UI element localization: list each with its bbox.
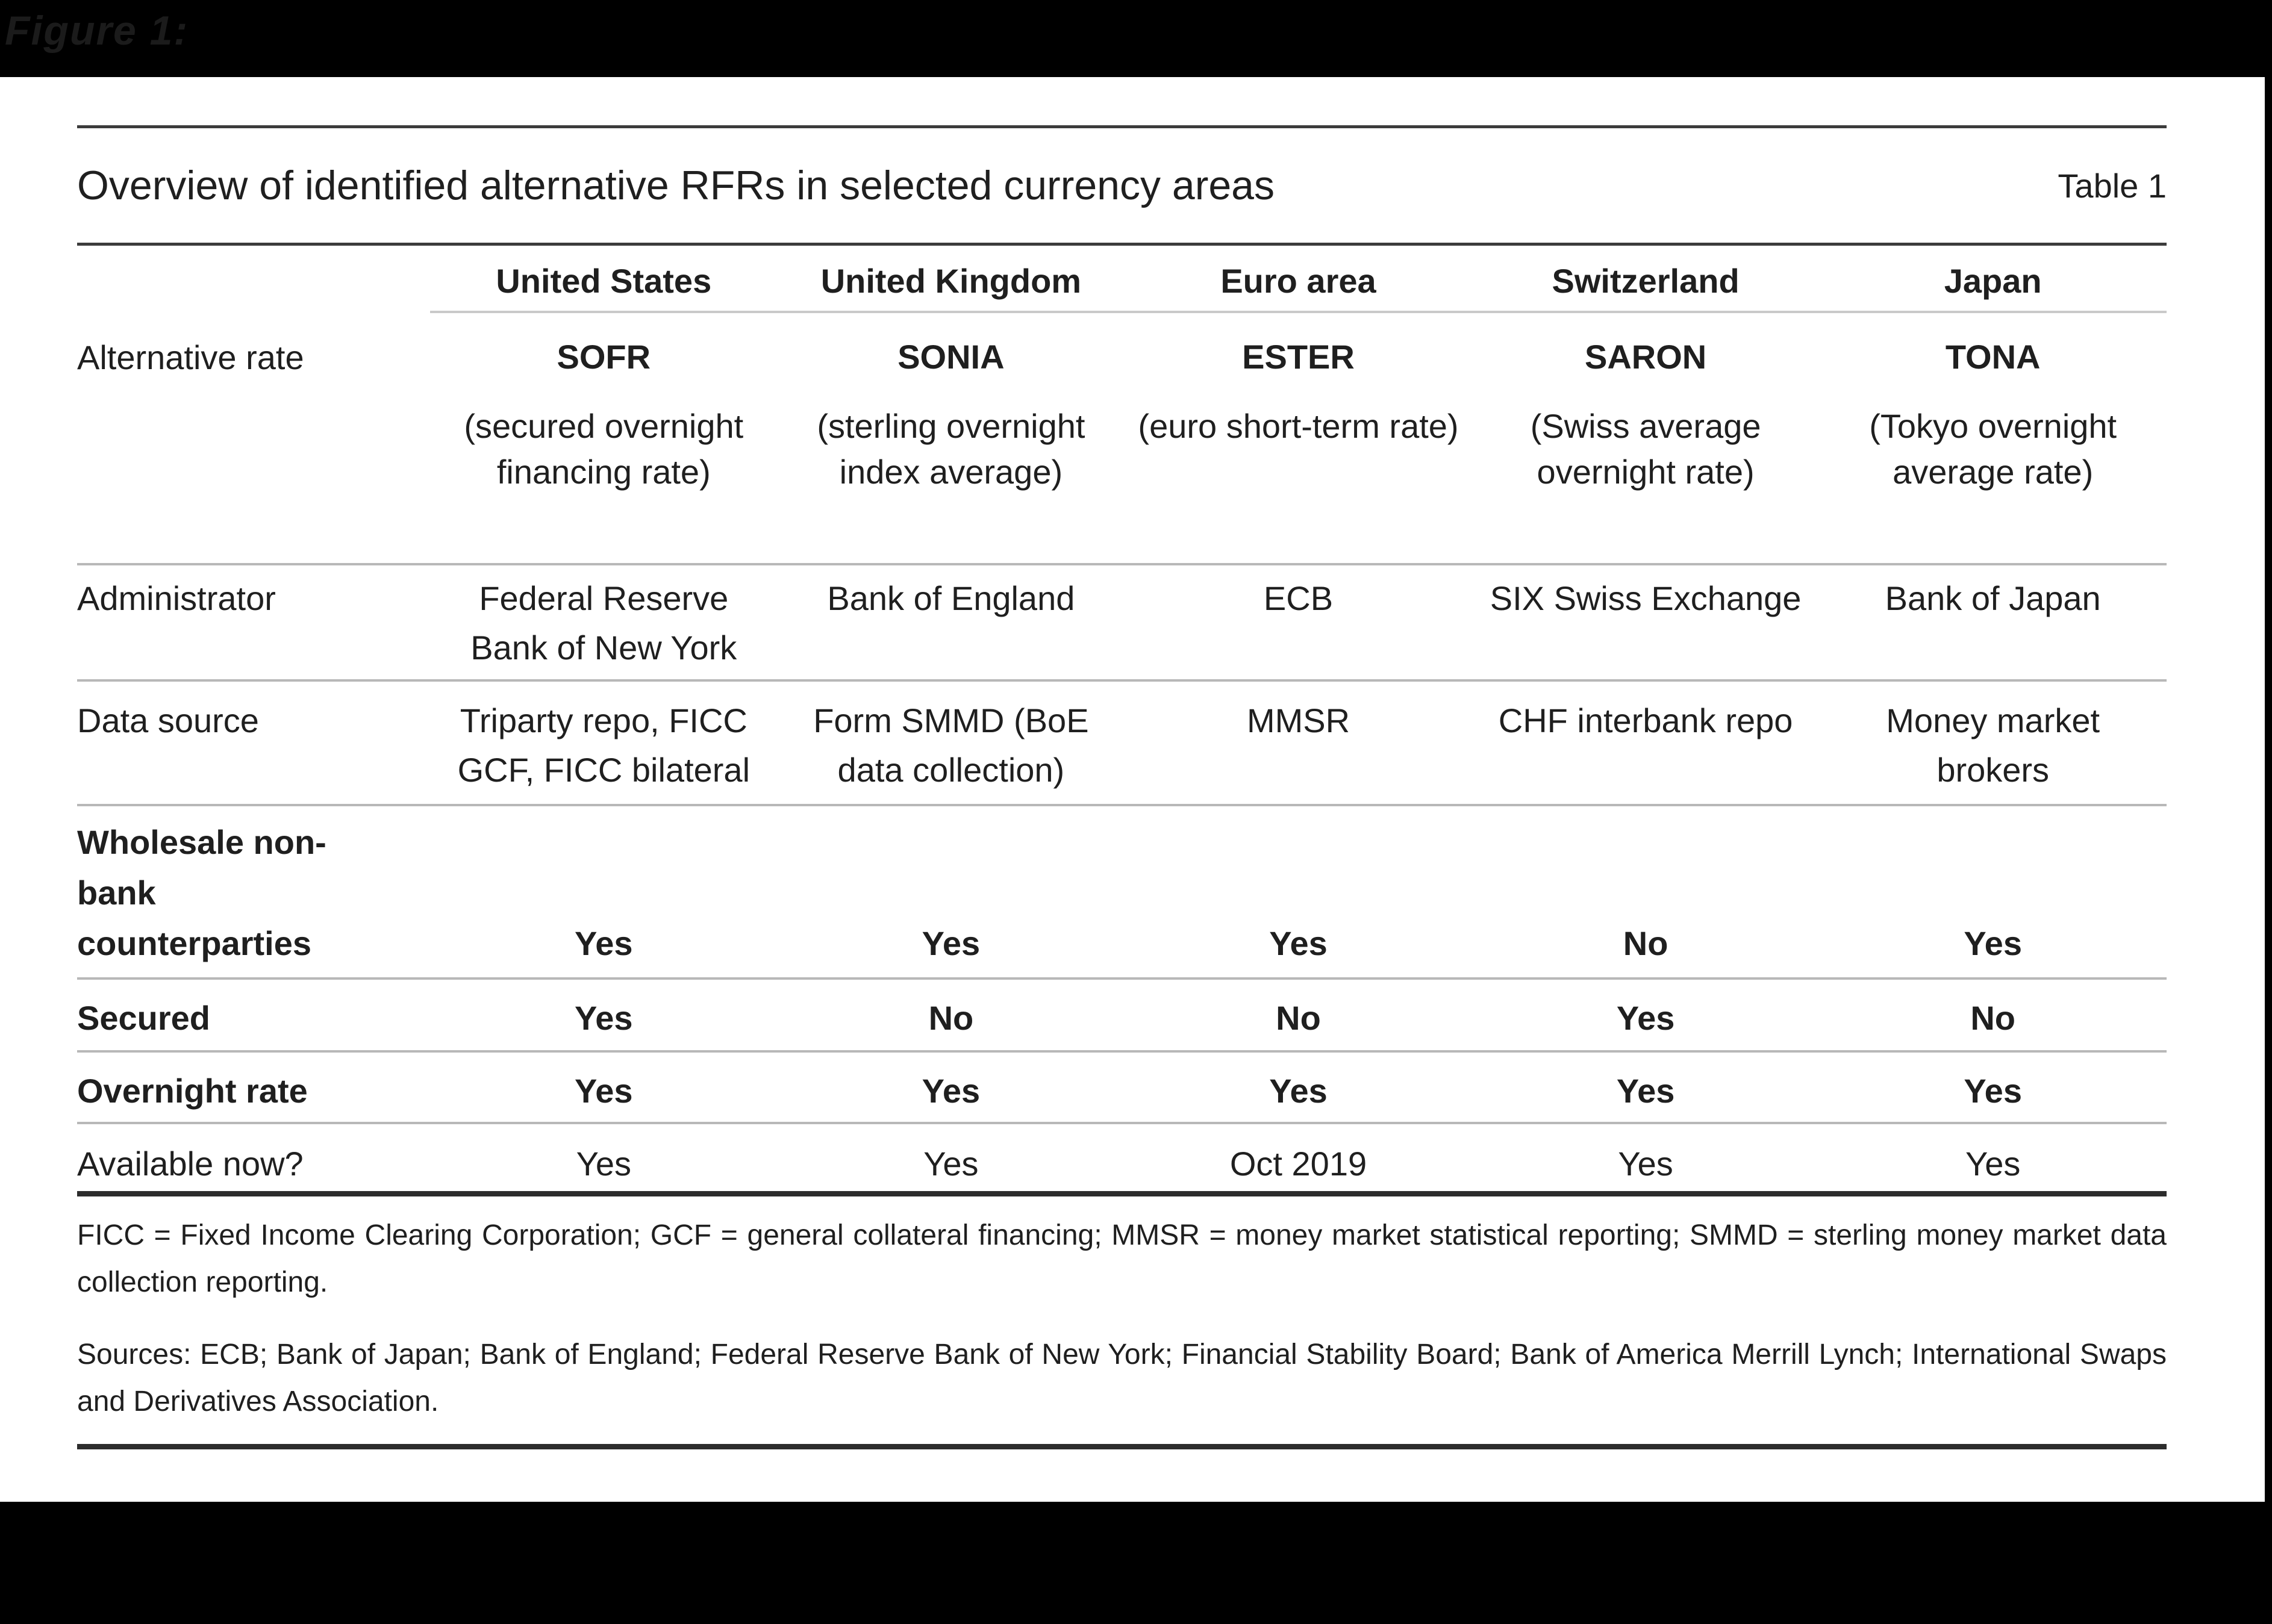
table-cell: No	[1276, 999, 1321, 1037]
rate-name: SARON	[1584, 338, 1707, 376]
rate-description: (secured overnight financing rate)	[464, 407, 744, 491]
table-cell: Triparty repo, FICC GCF, FICC bilateral	[457, 702, 751, 789]
table-cell: Yes	[1616, 999, 1675, 1037]
row-label: Administrator	[77, 579, 276, 617]
table-row-secured: Secured Yes No No Yes No	[77, 980, 2167, 1050]
table-cell-sofr: SOFR (secured overnight financing rate)	[430, 334, 778, 563]
column-header-switzerland: Switzerland	[1552, 262, 1740, 300]
row-label: Secured	[77, 999, 210, 1037]
table-cell: Form SMMD (BoE data collection)	[813, 702, 1089, 789]
table-cell: SIX Swiss Exchange	[1490, 579, 1802, 617]
table-cell: Yes	[1269, 1072, 1328, 1110]
table-content: Overview of identified alternative RFRs …	[77, 77, 2167, 1449]
table-row-data-source: Data source Triparty repo, FICC GCF, FIC…	[77, 682, 2167, 804]
row-label: Available now?	[77, 1145, 304, 1183]
row-label: Overnight rate	[77, 1072, 308, 1110]
footnote-abbreviations: FICC = Fixed Income Clearing Corporation…	[77, 1219, 2167, 1298]
header-underline-row	[77, 311, 2167, 313]
rate-name: SONIA	[897, 338, 1005, 376]
table-cell: Yes	[1965, 1145, 2021, 1183]
rate-description: (sterling overnight index average)	[817, 407, 1085, 491]
rate-description: (Swiss average overnight rate)	[1530, 407, 1761, 491]
table-number-label: Table 1	[2058, 166, 2167, 205]
rate-description: (euro short-term rate)	[1138, 407, 1459, 445]
row-divider	[77, 977, 2167, 980]
table-cell: Oct 2019	[1229, 1145, 1367, 1183]
rate-name: SOFR	[557, 338, 651, 376]
table-cell: Yes	[1616, 1072, 1675, 1110]
top-rule	[77, 125, 2167, 128]
table-bottom-rule	[77, 1191, 2167, 1196]
table-cell: MMSR	[1246, 702, 1350, 739]
table-cell: Bank of Japan	[1885, 579, 2101, 617]
table-row-overnight-rate: Overnight rate Yes Yes Yes Yes Yes	[77, 1053, 2167, 1122]
table-row-alternative-rate: Alternative rate SOFR (secured overnight…	[77, 313, 2167, 563]
empty-header-cell	[77, 258, 430, 311]
table-cell-sonia: SONIA (sterling overnight index average)	[778, 334, 1125, 563]
table-cell: Yes	[575, 924, 633, 962]
rate-name: TONA	[1945, 338, 2041, 376]
row-divider	[77, 804, 2167, 806]
table-cell: Yes	[576, 1145, 631, 1183]
table-cell-ester: ESTER (euro short-term rate)	[1125, 334, 1472, 563]
table-row-administrator: Administrator Federal Reserve Bank of Ne…	[77, 565, 2167, 679]
table-cell: Yes	[1618, 1145, 1673, 1183]
table-cell: Bank of England	[827, 579, 1075, 617]
rate-name: ESTER	[1242, 338, 1355, 376]
table-cell: Money market brokers	[1886, 702, 2100, 789]
title-row: Overview of identified alternative RFRs …	[77, 128, 2167, 243]
table-cell: No	[1970, 999, 2016, 1037]
table-cell: CHF interbank repo	[1498, 702, 1793, 739]
table-cell: Yes	[1269, 924, 1328, 962]
row-divider	[77, 563, 2167, 565]
row-divider	[77, 1050, 2167, 1053]
table-cell: Yes	[922, 1072, 981, 1110]
table-row-available-now: Available now? Yes Yes Oct 2019 Yes Yes	[77, 1124, 2167, 1191]
table-row-wholesale-non-bank-counterparties: Wholesale non-bank counterparties Yes Ye…	[77, 806, 2167, 977]
table-cell: No	[928, 999, 974, 1037]
row-label: Alternative rate	[77, 338, 304, 376]
row-divider	[77, 679, 2167, 682]
page-title: Overview of identified alternative RFRs …	[77, 163, 1275, 208]
column-header-euro-area: Euro area	[1220, 262, 1376, 300]
header-underline-rule	[430, 311, 2167, 313]
rate-description: (Tokyo overnight average rate)	[1869, 407, 2117, 491]
column-header-japan: Japan	[1944, 262, 2042, 300]
row-label: Wholesale non-bank counterparties	[77, 823, 326, 962]
table-cell: ECB	[1263, 579, 1334, 617]
page-bottom-rule	[77, 1444, 2167, 1449]
table-cell-tona: TONA (Tokyo overnight average rate)	[1819, 334, 2167, 563]
footnote-sources: Sources: ECB; Bank of Japan; Bank of Eng…	[77, 1339, 2167, 1417]
table-cell: Yes	[575, 999, 633, 1037]
figure-caption: Figure 1:	[5, 8, 189, 54]
table-cell-saron: SARON (Swiss average overnight rate)	[1472, 334, 1820, 563]
table-cell: Yes	[923, 1145, 979, 1183]
row-divider	[77, 1122, 2167, 1124]
table-cell: Yes	[575, 1072, 633, 1110]
title-underline-rule	[77, 243, 2167, 246]
table-cell: Yes	[922, 924, 981, 962]
column-header-row: United States United Kingdom Euro area S…	[77, 246, 2167, 311]
table-cell: Federal Reserve Bank of New York	[470, 579, 737, 667]
table-cell: No	[1623, 924, 1668, 962]
document-page: Overview of identified alternative RFRs …	[0, 77, 2265, 1502]
column-header-united-states: United States	[496, 262, 712, 300]
table-cell: Yes	[1964, 924, 2022, 962]
table-cell: Yes	[1964, 1072, 2022, 1110]
row-label: Data source	[77, 702, 259, 739]
column-header-united-kingdom: United Kingdom	[820, 262, 1082, 300]
